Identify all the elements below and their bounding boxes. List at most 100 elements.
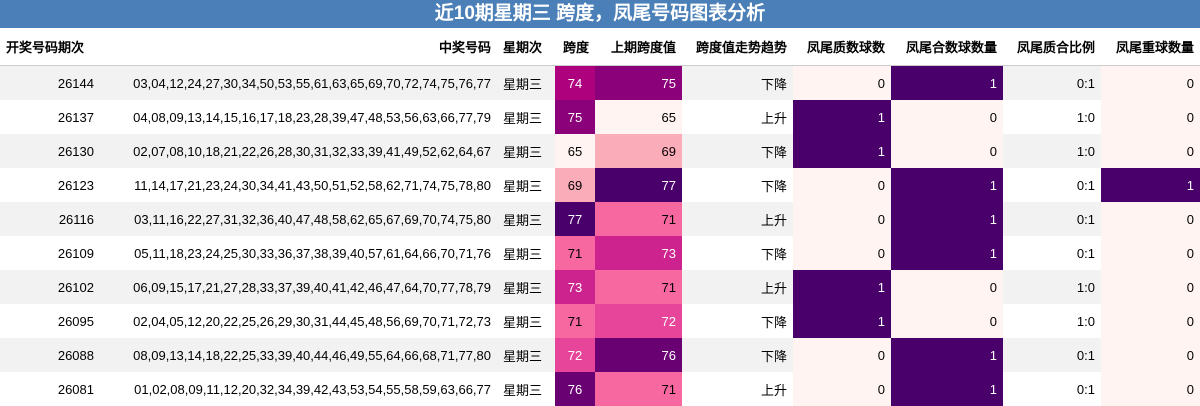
table-cell: 下降 (760, 178, 787, 194)
table-cell: 04,08,09,13,14,15,16,17,18,23,28,39,47,4… (133, 109, 491, 125)
table-cell: 71 (595, 270, 682, 304)
table-cell: 上升 (682, 270, 793, 304)
table-cell: 75 (555, 100, 595, 134)
table-body: 26144 03,04,12,24,27,30,34,50,53,55,61,63… (0, 65, 1200, 406)
table-cell: 26116 (0, 202, 100, 236)
table-cell: 72 (595, 304, 682, 338)
table-row: 26095 02,04,05,12,20,22,25,26,29,30,31,44… (0, 304, 1200, 338)
table-cell: 1 (891, 202, 1003, 236)
table-cell: 08,09,13,14,18,22,25,33,39,40,44,46,49,5… (100, 338, 497, 372)
column-header: 凤尾质合比例 (1003, 28, 1101, 66)
table-cell: 71 (555, 236, 595, 270)
table-cell: 0 (1101, 270, 1200, 304)
table-cell: 上升 (760, 382, 787, 398)
table-cell: 0 (793, 372, 891, 406)
table-cell: 26081 (57, 381, 94, 397)
table-cell: 0 (891, 134, 1003, 168)
column-header: 上期跨度值 (595, 28, 682, 66)
table-cell: 下降 (760, 314, 787, 330)
table-cell: 0 (793, 338, 891, 372)
table-cell: 0 (891, 270, 1003, 304)
table-cell: 77 (595, 168, 682, 202)
table-cell: 03,11,16,22,27,31,32,36,40,47,48,58,62,6… (100, 202, 497, 236)
table-cell: 下降 (682, 134, 793, 168)
table-cell: 星期三 (503, 382, 543, 398)
table-cell: 1 (891, 65, 1003, 100)
table-cell: 0:1 (1076, 381, 1095, 397)
column-header: 跨度值走势趋势 (682, 28, 793, 66)
table-cell: 69 (555, 168, 595, 202)
table-cell: 1 (891, 372, 1003, 406)
table-cell: 上升 (760, 110, 787, 126)
table-cell: 星期三 (497, 65, 555, 100)
table-cell: 06,09,15,17,21,27,28,33,37,39,40,41,42,4… (100, 270, 497, 304)
table-cell: 0 (1101, 202, 1200, 236)
table-cell: 65 (595, 100, 682, 134)
table-cell: 03,04,12,24,27,30,34,50,53,55,61,63,65,6… (100, 65, 497, 100)
table-cell: 76 (595, 338, 682, 372)
table-cell: 71 (595, 202, 682, 236)
table-cell: 0:1 (1076, 245, 1095, 261)
table-cell: 星期三 (497, 134, 555, 168)
table-row: 26144 03,04,12,24,27,30,34,50,53,55,61,63… (0, 65, 1200, 100)
table-cell: 26109 (57, 245, 94, 261)
table-cell: 0:1 (1003, 202, 1101, 236)
table-cell: 1:0 (1003, 134, 1101, 168)
table-cell: 下降 (760, 246, 787, 262)
table-cell: 0 (1101, 65, 1200, 100)
table-cell: 26095 (57, 313, 94, 329)
table-cell: 0 (891, 304, 1003, 338)
table-cell: 73 (595, 236, 682, 270)
table-cell: 02,04,05,12,20,22,25,26,29,30,31,44,45,4… (133, 313, 491, 329)
table-row: 26123 11,14,17,21,23,24,30,34,41,43,50,51… (0, 168, 1200, 202)
table-cell: 69 (595, 134, 682, 168)
table-cell: 26088 (0, 338, 100, 372)
table-cell: 0 (1101, 372, 1200, 406)
table-cell: 星期三 (503, 314, 543, 330)
table-row: 26116 03,11,16,22,27,31,32,36,40,47,48,58… (0, 202, 1200, 236)
table-row: 26102 06,09,15,17,21,27,28,33,37,39,40,41… (0, 270, 1200, 304)
table-cell: 星期三 (503, 246, 543, 262)
table-cell: 1 (891, 338, 1003, 372)
table-cell: 11,14,17,21,23,24,30,34,41,43,50,51,52,5… (134, 177, 491, 193)
table-cell: 26123 (57, 177, 94, 193)
table-cell: 0 (793, 65, 891, 100)
table-cell: 71 (595, 372, 682, 406)
table-cell: 下降 (682, 65, 793, 100)
table-cell: 星期三 (497, 270, 555, 304)
table-cell: 26144 (0, 65, 100, 100)
table-cell: 01,02,08,09,11,12,20,32,34,39,42,43,53,5… (134, 381, 491, 397)
table-cell: 72 (555, 338, 595, 372)
table-cell: 71 (555, 304, 595, 338)
table: 开奖号码期次 中奖号码 星期次 跨度 上期跨度值 跨度值走势趋势 凤尾质数球数 凤尾合数球数量… (0, 28, 1200, 406)
table-cell: 0:1 (1003, 65, 1101, 100)
table-cell: 65 (555, 134, 595, 168)
table-cell: 0 (1101, 236, 1200, 270)
table-cell: 1 (793, 270, 891, 304)
table-cell: 下降 (682, 338, 793, 372)
table-cell: 02,07,08,10,18,21,22,26,28,30,31,32,33,3… (100, 134, 497, 168)
title: 近10期星期三 跨度，凤尾号码图表分析 (0, 0, 1200, 28)
column-header: 中奖号码 (100, 28, 497, 66)
table-cell: 1 (891, 168, 1003, 202)
table-row: 26130 02,07,08,10,18,21,22,26,28,30,31,32… (0, 134, 1200, 168)
table-cell: 74 (555, 65, 595, 100)
table-cell: 05,11,18,23,24,25,30,33,36,37,38,39,40,5… (134, 245, 491, 261)
table-cell: 1:0 (1076, 313, 1095, 329)
column-header: 开奖号码期次 (0, 28, 100, 66)
table-row: 26137 04,08,09,13,14,15,16,17,18,23,28,39… (0, 100, 1200, 134)
table-cell: 1 (891, 236, 1003, 270)
table-cell: 76 (555, 372, 595, 406)
table-cell: 0 (1101, 100, 1200, 134)
table-cell: 1 (793, 100, 891, 134)
column-header: 凤尾质数球数 (793, 28, 891, 66)
column-header: 跨度 (555, 28, 595, 66)
column-header: 凤尾重球数量 (1101, 28, 1200, 66)
column-header: 凤尾合数球数量 (891, 28, 1003, 66)
table-cell: 1:0 (1003, 270, 1101, 304)
table-cell: 星期三 (503, 178, 543, 194)
table-cell: 0 (1101, 338, 1200, 372)
table-cell: 上升 (682, 202, 793, 236)
table-cell: 0:1 (1076, 177, 1095, 193)
